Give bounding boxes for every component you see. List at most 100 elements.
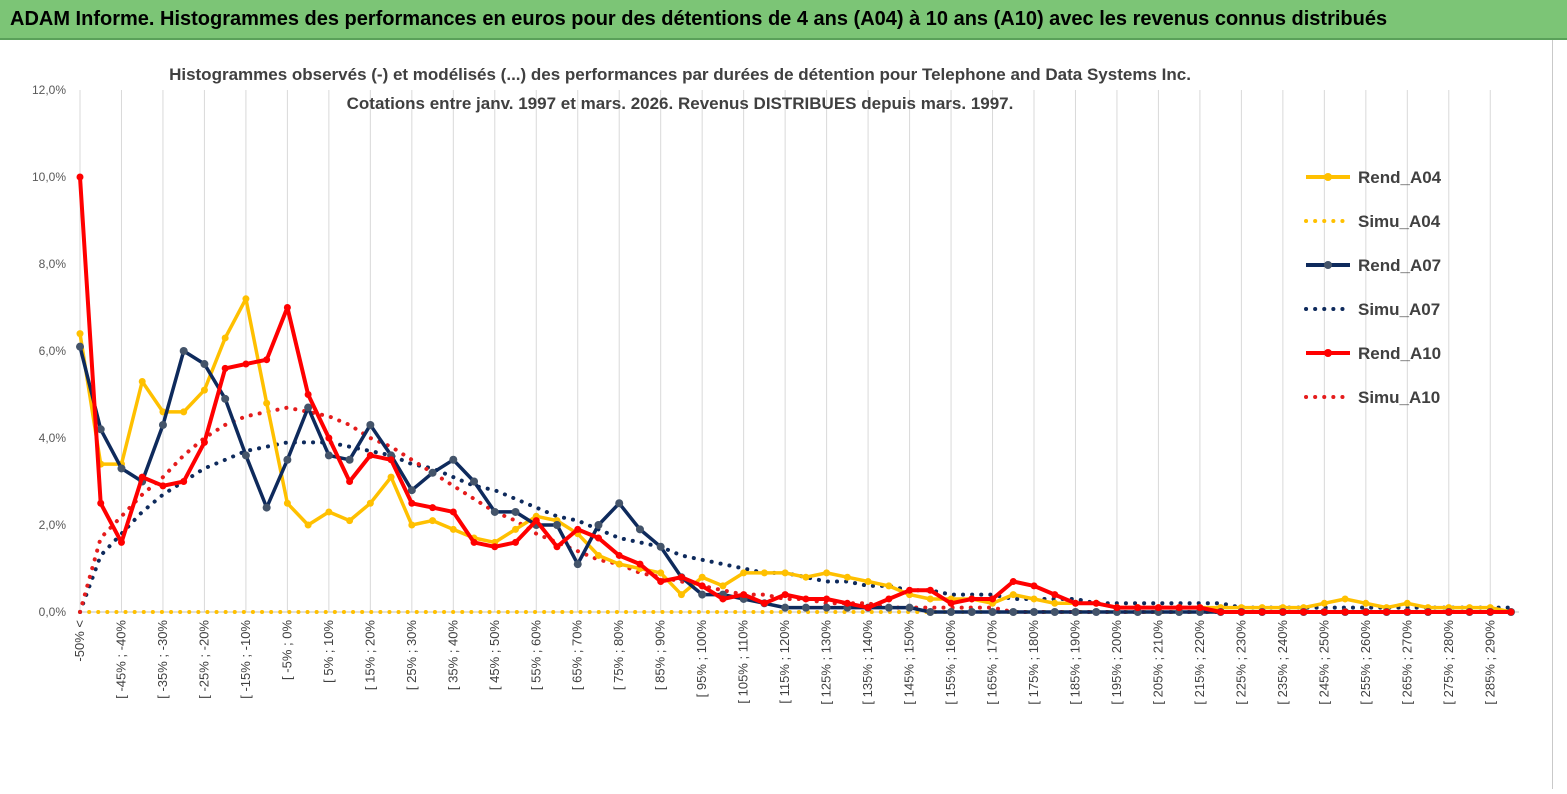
rend-a10-point bbox=[180, 478, 188, 485]
legend-marker bbox=[1324, 261, 1332, 269]
rend-a04-point bbox=[843, 573, 851, 581]
rend-a10-point bbox=[263, 356, 271, 364]
rend-a04-point bbox=[180, 408, 188, 416]
x-tick-label: [ 255% ; 260% bbox=[1358, 620, 1373, 705]
rend-a07-point bbox=[553, 521, 561, 529]
rend-a10-point bbox=[594, 534, 602, 542]
rend-a10-point bbox=[366, 451, 374, 459]
chart-area: 0,0% 2,0% 4,0% 6,0% 8,0% 10,0% 12,0% -50% < [ -4… bbox=[0, 40, 1567, 789]
rend-a07-point bbox=[822, 603, 831, 612]
rend-a04-point bbox=[408, 521, 416, 529]
rend-a04-point bbox=[698, 573, 706, 581]
rend-a10-point bbox=[802, 595, 810, 603]
rend-a07-point bbox=[449, 455, 458, 464]
grid-layer bbox=[79, 90, 1491, 612]
rend-a04-point bbox=[512, 525, 520, 533]
x-tick-label: [ 95% ; 100% bbox=[694, 620, 709, 698]
rend-a10-point bbox=[906, 586, 914, 594]
report-banner: ADAM Informe. Histogrammes des performan… bbox=[0, 0, 1567, 40]
x-tick-label: [ -25% ; -20% bbox=[196, 620, 211, 699]
legend-item-rend-a07: Rend_A07 bbox=[1306, 256, 1441, 275]
x-tick-label: [ 85% ; 90% bbox=[653, 620, 668, 691]
rend-a10-point bbox=[823, 595, 831, 603]
x-tick-label: [ 105% ; 110% bbox=[736, 620, 751, 704]
rend-a04-point bbox=[885, 582, 893, 590]
x-tick-label: [ 145% ; 150% bbox=[902, 620, 917, 705]
rend-a10-point bbox=[885, 595, 893, 603]
series-simu-a07 bbox=[78, 440, 1513, 614]
x-tick-label: [ 205% ; 210% bbox=[1150, 620, 1165, 705]
series-layer bbox=[76, 173, 1515, 616]
rend-a07-point bbox=[241, 451, 250, 460]
rend-a10-point bbox=[1258, 608, 1266, 616]
rend-a07-point bbox=[490, 507, 499, 516]
rend-a04-point bbox=[594, 551, 602, 559]
y-tick-label: 4,0% bbox=[39, 431, 67, 445]
rend-a04-point bbox=[926, 595, 934, 603]
x-tick-label: [ 25% ; 30% bbox=[404, 620, 419, 691]
rend-a07-point bbox=[117, 464, 126, 473]
rend-a10-point bbox=[1362, 608, 1370, 616]
x-tick-label: [ 115% ; 120% bbox=[777, 620, 792, 704]
rend-a10-point bbox=[1341, 608, 1349, 616]
rend-a10-point bbox=[532, 517, 540, 525]
x-tick-label: [ 75% ; 80% bbox=[611, 620, 626, 691]
x-tick-label: [ 185% ; 190% bbox=[1067, 620, 1082, 705]
rend-a10-point bbox=[636, 560, 644, 568]
rend-a04-point bbox=[760, 569, 768, 577]
rend-a10-point bbox=[1175, 604, 1183, 612]
rend-a04-point bbox=[864, 578, 872, 586]
x-tick-label: [ 55% ; 60% bbox=[528, 620, 543, 691]
rend-a10-point bbox=[1320, 608, 1328, 616]
rend-a07-point bbox=[304, 403, 313, 412]
rend-a10-point bbox=[346, 478, 354, 485]
rend-a10-point bbox=[843, 599, 851, 607]
rend-a04-point bbox=[1009, 591, 1017, 599]
x-tick-label: [ 15% ; 20% bbox=[362, 620, 377, 691]
rend-a10-point bbox=[1383, 608, 1391, 616]
legend-item-simu-a04: Simu_A04 bbox=[1304, 212, 1441, 231]
rend-a07-point bbox=[967, 608, 976, 616]
legend: Rend_A04 Simu_A04 Rend_A07 Simu_A07 Rend_A10… bbox=[1304, 168, 1442, 407]
rend-a07-point bbox=[345, 455, 354, 464]
rend-a10-point bbox=[1300, 608, 1308, 616]
x-tick-label: [ -5% ; 0% bbox=[279, 620, 294, 680]
rend-a04-point bbox=[677, 591, 685, 599]
rend-a04-point bbox=[304, 521, 312, 529]
x-tick-label: [ 195% ; 200% bbox=[1109, 620, 1124, 705]
rend-a10-point bbox=[1237, 608, 1245, 616]
rend-a10-point bbox=[221, 364, 229, 372]
rend-a04-point bbox=[429, 517, 437, 525]
rend-a07-point bbox=[698, 590, 707, 599]
rend-a07-point bbox=[200, 360, 209, 369]
rend-a07-point bbox=[1092, 608, 1101, 616]
rend-a10-point bbox=[242, 360, 250, 368]
rend-a10-point bbox=[1092, 599, 1100, 607]
rend-a10-point bbox=[1424, 608, 1432, 616]
rend-a10-point bbox=[698, 582, 706, 590]
axis-layer: 0,0% 2,0% 4,0% 6,0% 8,0% 10,0% 12,0% -50% < [ -4… bbox=[32, 83, 1519, 705]
x-tick-label: [ 265% ; 270% bbox=[1399, 620, 1414, 705]
rend-a10-point bbox=[491, 543, 499, 551]
rend-a07-line bbox=[78, 346, 1511, 614]
series-rend-a10 bbox=[76, 173, 1515, 616]
rend-a10-point bbox=[283, 304, 291, 311]
rend-a07-point bbox=[221, 394, 230, 403]
legend-item-simu-a07: Simu_A07 bbox=[1304, 300, 1440, 319]
rend-a07-point bbox=[324, 451, 333, 460]
rend-a07-point bbox=[366, 420, 375, 429]
rend-a04-point bbox=[76, 330, 84, 338]
rend-a10-point bbox=[200, 438, 208, 446]
rend-a04-point bbox=[823, 569, 831, 577]
rend-a07-point bbox=[573, 560, 582, 569]
rend-a07-point bbox=[262, 503, 271, 512]
x-tick-label: [ 235% ; 240% bbox=[1275, 620, 1290, 705]
rend-a07-point bbox=[594, 521, 603, 529]
rend-a07-point bbox=[511, 507, 520, 516]
legend-marker bbox=[1324, 349, 1332, 357]
x-tick-label: [ -35% ; -30% bbox=[155, 620, 170, 699]
x-tick-label: [ 245% ; 250% bbox=[1316, 620, 1331, 705]
x-tick-label: [ 65% ; 70% bbox=[570, 620, 585, 691]
rend-a10-point bbox=[947, 599, 955, 607]
rend-a04-point bbox=[1341, 595, 1349, 603]
